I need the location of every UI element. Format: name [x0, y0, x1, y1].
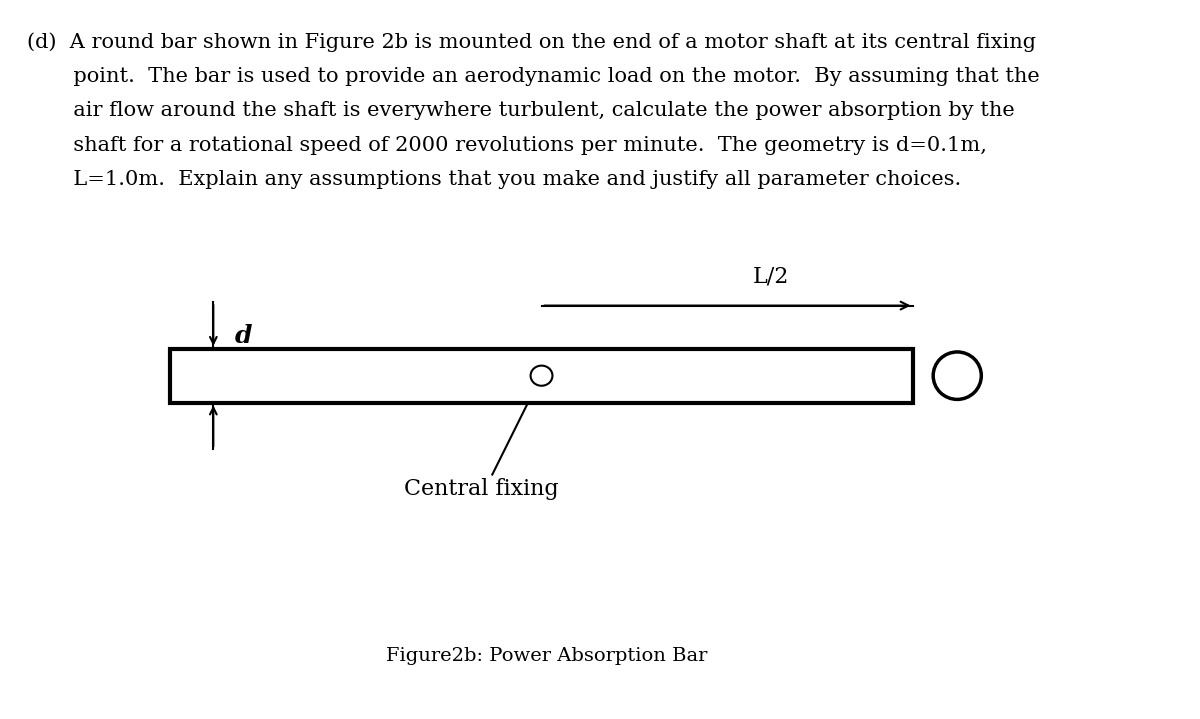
Ellipse shape — [530, 365, 552, 385]
Ellipse shape — [934, 352, 982, 400]
Text: Central fixing: Central fixing — [404, 478, 559, 500]
Text: air flow around the shaft is everywhere turbulent, calculate the power absorptio: air flow around the shaft is everywhere … — [28, 101, 1015, 120]
Text: point.  The bar is used to provide an aerodynamic load on the motor.  By assumin: point. The bar is used to provide an aer… — [28, 67, 1040, 86]
Text: d: d — [235, 324, 253, 348]
Text: Figure2b: Power Absorption Bar: Figure2b: Power Absorption Bar — [386, 647, 708, 665]
Text: L/2: L/2 — [754, 265, 790, 288]
Bar — [169, 349, 913, 403]
Text: shaft for a rotational speed of 2000 revolutions per minute.  The geometry is d=: shaft for a rotational speed of 2000 rev… — [28, 136, 988, 155]
Text: (d)  A round bar shown in Figure 2b is mounted on the end of a motor shaft at it: (d) A round bar shown in Figure 2b is mo… — [28, 32, 1037, 52]
Text: L=1.0m.  Explain any assumptions that you make and justify all parameter choices: L=1.0m. Explain any assumptions that you… — [28, 170, 961, 189]
